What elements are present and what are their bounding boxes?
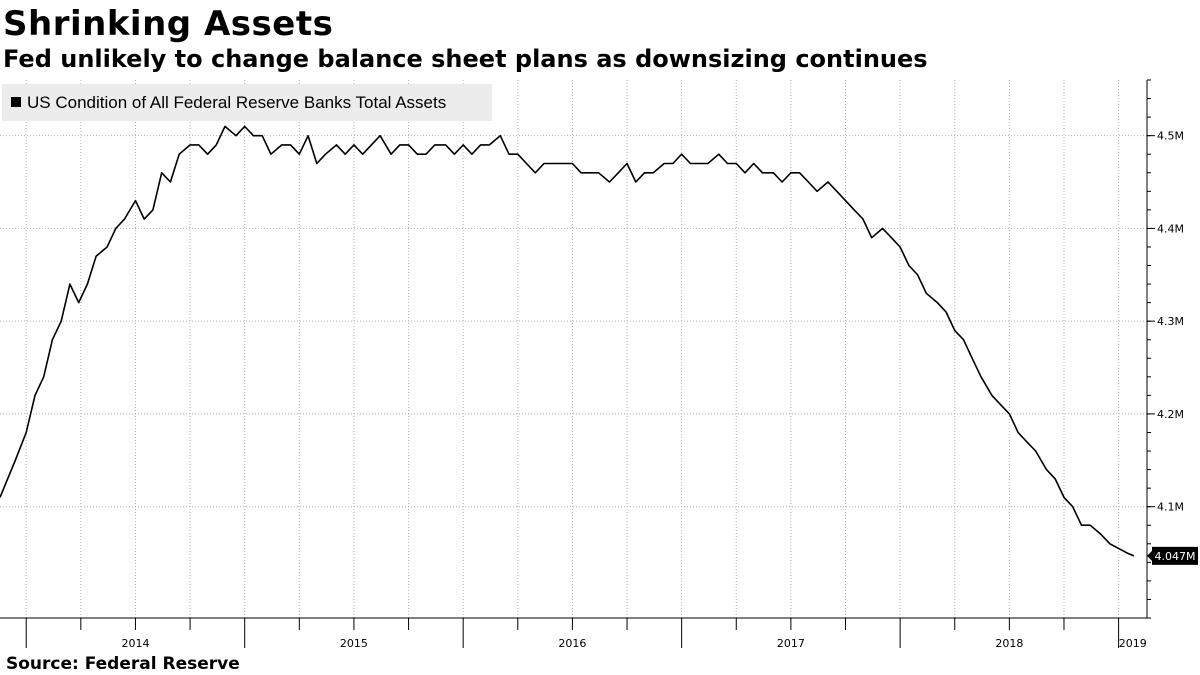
chart-title: Shrinking Assets: [3, 4, 334, 44]
y-tick-label: 4.1M: [1157, 501, 1184, 514]
last-value-pointer: [1147, 550, 1152, 561]
grid-layer: [0, 80, 1147, 618]
x-tick-label: 2016: [558, 637, 586, 650]
x-tick-label: 2017: [777, 637, 805, 650]
y-tick-label: 4.2M: [1157, 408, 1184, 421]
series-line: [0, 125, 1135, 557]
source-note: Source: Federal Reserve: [6, 654, 240, 674]
x-tick-label: 2018: [995, 637, 1023, 650]
last-value-badge: [1152, 546, 1198, 565]
series-layer: [0, 125, 1135, 557]
legend-label: US Condition of All Federal Reserve Bank…: [27, 93, 446, 112]
y-tick-label: 4.4M: [1157, 222, 1184, 235]
axis-layer: 4.1M 4.2M 4.3M 4.4M 4.5M 2014 2015 2016 2017 2018…: [0, 79, 1184, 650]
x-tick-label: 2019: [1119, 637, 1147, 650]
x-tick-label: 2015: [340, 637, 368, 650]
legend-swatch: [11, 97, 21, 107]
y-tick-label: 4.5M: [1157, 130, 1184, 143]
label-layer: 4.047M: [1147, 546, 1198, 565]
legend: US Condition of All Federal Reserve Bank…: [2, 84, 492, 121]
legend-background: [2, 84, 492, 121]
x-tick-label: 2014: [121, 637, 149, 650]
last-value-label: 4.047M: [1155, 550, 1196, 563]
y-tick-label: 4.3M: [1157, 315, 1184, 328]
chart-subtitle: Fed unlikely to change balance sheet pla…: [3, 45, 928, 73]
